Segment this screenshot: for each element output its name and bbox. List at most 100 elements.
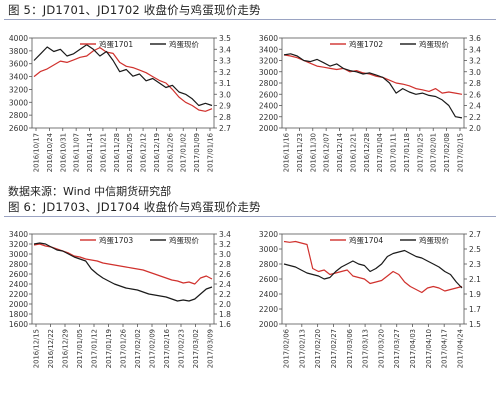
x-tick-label: 2016/12/07 bbox=[323, 133, 331, 172]
legend-label: 鸡蛋现价 bbox=[169, 39, 199, 49]
y-left-tick-label: 3000 bbox=[9, 98, 28, 107]
x-tick-label: 2017/04/24 bbox=[457, 329, 465, 368]
y-right-tick-label: 3.2 bbox=[469, 57, 481, 66]
y-left-tick-label: 3400 bbox=[9, 73, 28, 82]
y-right-tick-label: 3.1 bbox=[219, 79, 231, 88]
x-tick-label: 2017/01/19 bbox=[105, 329, 113, 368]
x-tick-label: 2017/01/05 bbox=[76, 329, 84, 368]
y-right-tick-label: 3.0 bbox=[219, 90, 231, 99]
plot-frame bbox=[281, 37, 465, 129]
y-right-tick-label: 3.2 bbox=[219, 68, 231, 77]
x-tick-label: 2017/02/08 bbox=[443, 133, 451, 172]
y-right-tick-label: 2.5 bbox=[469, 245, 481, 254]
chart-jd1701: 2600 2800 3000 3200 3400 3600 3800 4000 2.7 2.8 2.… bbox=[9, 34, 231, 172]
figure-5-source: 数据来源：Wind 中信期货研究部 bbox=[8, 185, 172, 198]
x-tick-label: 2017/04/17 bbox=[441, 329, 449, 368]
y-left-tick-label: 3600 bbox=[9, 60, 28, 69]
y-right-tick-label: 2.7 bbox=[219, 124, 231, 133]
y-left-tick-label: 3000 bbox=[259, 68, 278, 77]
y-left-tick-label: 3000 bbox=[259, 245, 278, 254]
x-tick-label: 2017/03/06 bbox=[346, 329, 354, 368]
plot-frame bbox=[31, 233, 215, 325]
y-right-tick-label: 2.9 bbox=[219, 102, 231, 111]
y-left-tick-label: 2800 bbox=[9, 111, 28, 120]
y-left-tick-label: 1600 bbox=[9, 320, 28, 329]
x-tick-label: 2016/12/29 bbox=[62, 329, 70, 368]
plot-frame bbox=[281, 233, 465, 325]
figure-5-divider bbox=[4, 19, 496, 20]
x-tick-label: 2017/02/15 bbox=[457, 133, 465, 172]
x-tick-label: 2016/11/30 bbox=[309, 133, 317, 172]
x-tick-label: 2017/03/27 bbox=[393, 329, 401, 368]
x-tick-label: 2017/04/10 bbox=[425, 329, 433, 368]
y-left-tick-label: 2200 bbox=[259, 113, 278, 122]
x-tick-label: 2016/10/24 bbox=[46, 133, 54, 172]
y-left-tick-label: 2600 bbox=[259, 90, 278, 99]
y-left-tick-label: 2600 bbox=[9, 124, 28, 133]
y-left-tick-label: 3800 bbox=[9, 47, 28, 56]
x-tick-label: 2016/10/31 bbox=[59, 133, 67, 172]
y-left-tick-label: 3200 bbox=[259, 230, 278, 239]
y-right-tick-label: 2.0 bbox=[219, 300, 231, 309]
plot-frame bbox=[31, 37, 215, 129]
x-tick-label: 2016/11/07 bbox=[73, 133, 81, 172]
series-line-futures bbox=[283, 54, 463, 95]
chart-jd1702: 2000 2200 2400 2600 2800 3000 3200 3400 3600 2.0 2… bbox=[259, 34, 481, 172]
y-right-tick-label: 3.4 bbox=[219, 45, 231, 54]
legend-label: 鸡蛋1701 bbox=[99, 39, 133, 49]
y-left-tick-label: 3400 bbox=[259, 45, 278, 54]
x-tick-label: 2016/12/26 bbox=[166, 133, 174, 172]
y-left-tick-label: 2800 bbox=[259, 260, 278, 269]
series-line-spot bbox=[33, 242, 213, 302]
y-right-tick-label: 1.7 bbox=[469, 305, 481, 314]
y-right-tick-label: 2.4 bbox=[469, 102, 481, 111]
y-right-tick-label: 2.1 bbox=[469, 275, 481, 284]
y-left-tick-label: 2200 bbox=[9, 290, 28, 299]
y-right-tick-label: 3.0 bbox=[469, 68, 481, 77]
x-tick-label: 2017/03/13 bbox=[362, 329, 370, 368]
x-tick-label: 2016/11/23 bbox=[296, 133, 304, 172]
x-tick-label: 2017/01/09 bbox=[193, 133, 201, 172]
y-right-tick-label: 2.3 bbox=[469, 260, 481, 269]
y-right-tick-label: 2.2 bbox=[219, 290, 231, 299]
y-left-tick-label: 3600 bbox=[259, 34, 278, 43]
x-tick-label: 2016/12/05 bbox=[126, 133, 134, 172]
y-left-tick-label: 3400 bbox=[9, 230, 28, 239]
x-tick-label: 2017/02/01 bbox=[430, 133, 438, 172]
x-tick-label: 2017/02/27 bbox=[330, 329, 338, 368]
y-right-tick-label: 3.4 bbox=[219, 230, 231, 239]
x-tick-label: 2016/12/28 bbox=[363, 133, 371, 172]
y-right-tick-label: 2.7 bbox=[469, 230, 481, 239]
y-right-tick-label: 1.8 bbox=[219, 310, 231, 319]
y-left-tick-label: 3200 bbox=[9, 240, 28, 249]
legend-label: 鸡蛋现价 bbox=[169, 235, 199, 245]
y-right-tick-label: 1.9 bbox=[469, 290, 481, 299]
y-left-tick-label: 2800 bbox=[259, 79, 278, 88]
x-tick-label: 2017/03/02 bbox=[192, 329, 200, 368]
legend-label: 鸡蛋现价 bbox=[419, 235, 449, 245]
y-left-tick-label: 4000 bbox=[9, 34, 28, 43]
y-left-tick-label: 3200 bbox=[9, 85, 28, 94]
x-tick-label: 2017/02/09 bbox=[149, 329, 157, 368]
y-right-tick-label: 2.4 bbox=[219, 280, 231, 289]
y-right-tick-label: 3.5 bbox=[219, 34, 231, 43]
y-left-tick-label: 2000 bbox=[9, 300, 28, 309]
y-left-tick-label: 2400 bbox=[259, 102, 278, 111]
y-right-tick-label: 3.0 bbox=[219, 250, 231, 259]
x-tick-label: 2016/12/15 bbox=[33, 329, 41, 368]
y-right-tick-label: 2.8 bbox=[219, 113, 231, 122]
y-right-tick-label: 2.0 bbox=[469, 124, 481, 133]
x-tick-label: 2017/01/12 bbox=[91, 329, 99, 368]
x-tick-label: 2016/11/14 bbox=[86, 133, 94, 172]
y-left-tick-label: 2000 bbox=[259, 124, 278, 133]
series-line-spot bbox=[283, 53, 463, 119]
y-right-tick-label: 1.6 bbox=[219, 320, 231, 329]
x-tick-label: 2017/01/11 bbox=[390, 133, 398, 172]
figure-6-divider bbox=[4, 216, 496, 217]
x-tick-label: 2017/02/16 bbox=[163, 329, 171, 368]
y-right-tick-label: 2.6 bbox=[219, 270, 231, 279]
y-right-tick-label: 2.6 bbox=[469, 90, 481, 99]
x-tick-label: 2016/11/16 bbox=[283, 133, 291, 172]
x-tick-label: 2017/03/09 bbox=[207, 329, 215, 368]
x-tick-label: 2016/12/14 bbox=[336, 133, 344, 172]
